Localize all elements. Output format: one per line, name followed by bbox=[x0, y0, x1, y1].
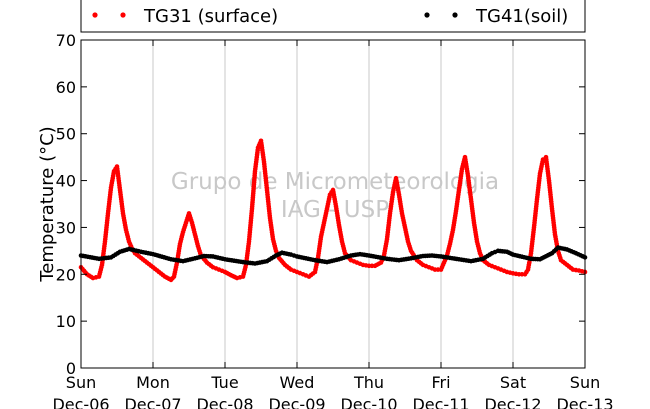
x-tick-label-date: Dec-09 bbox=[268, 395, 325, 409]
legend-box bbox=[80, 0, 586, 33]
y-tick-label: 60 bbox=[56, 78, 76, 97]
y-tick-label: 40 bbox=[56, 172, 76, 191]
plot-frame bbox=[80, 39, 586, 369]
x-tick-label-date: Dec-10 bbox=[340, 395, 397, 409]
y-axis-label: Temperature (°C) bbox=[37, 126, 58, 282]
legend-marker-tg41 bbox=[424, 12, 430, 18]
x-tick-label-date: Dec-06 bbox=[52, 395, 109, 409]
x-tick-label-day: Mon bbox=[136, 373, 170, 392]
grid bbox=[152, 40, 514, 368]
x-tick-label-day: Fri bbox=[431, 373, 450, 392]
y-tick-label: 20 bbox=[56, 265, 76, 284]
series-tg41-soil bbox=[78, 245, 588, 266]
x-tick-label-day: Wed bbox=[280, 373, 315, 392]
y-tick-label: 0 bbox=[66, 359, 76, 378]
x-tick-label-date: Dec-07 bbox=[124, 395, 181, 409]
series-layer bbox=[78, 138, 588, 283]
x-tick-label-day: Thu bbox=[353, 373, 384, 392]
x-tick-label-date: Dec-12 bbox=[484, 395, 541, 409]
x-tick-label-day: Sat bbox=[500, 373, 526, 392]
x-tick-label-date: Dec-13 bbox=[556, 395, 613, 409]
y-axis: 0 10 20 30 40 50 60 70 bbox=[56, 31, 585, 378]
y-tick-label: 30 bbox=[56, 218, 76, 237]
y-tick-label: 70 bbox=[56, 31, 76, 50]
legend-marker-tg31 bbox=[120, 12, 126, 18]
x-tick-label-date: Dec-11 bbox=[412, 395, 469, 409]
x-tick-label-date: Dec-08 bbox=[196, 395, 253, 409]
legend-label-tg41: TG41(soil) bbox=[475, 6, 568, 27]
legend-marker-tg31 bbox=[92, 12, 98, 18]
legend-marker-tg41 bbox=[452, 12, 458, 18]
x-tick-label-day: Sun bbox=[66, 373, 96, 392]
x-tick-label-day: Tue bbox=[210, 373, 238, 392]
legend-label-tg31: TG31 (surface) bbox=[143, 6, 278, 27]
legend: TG31 (surface) TG41(soil) bbox=[80, 0, 586, 33]
y-tick-label: 50 bbox=[56, 125, 76, 144]
y-tick-label: 10 bbox=[56, 312, 76, 331]
x-tick-label-day: Sun bbox=[570, 373, 600, 392]
x-axis: Sun Dec-06 Mon Dec-07 Tue Dec-08 Wed Dec-09 Thu D… bbox=[52, 40, 614, 409]
